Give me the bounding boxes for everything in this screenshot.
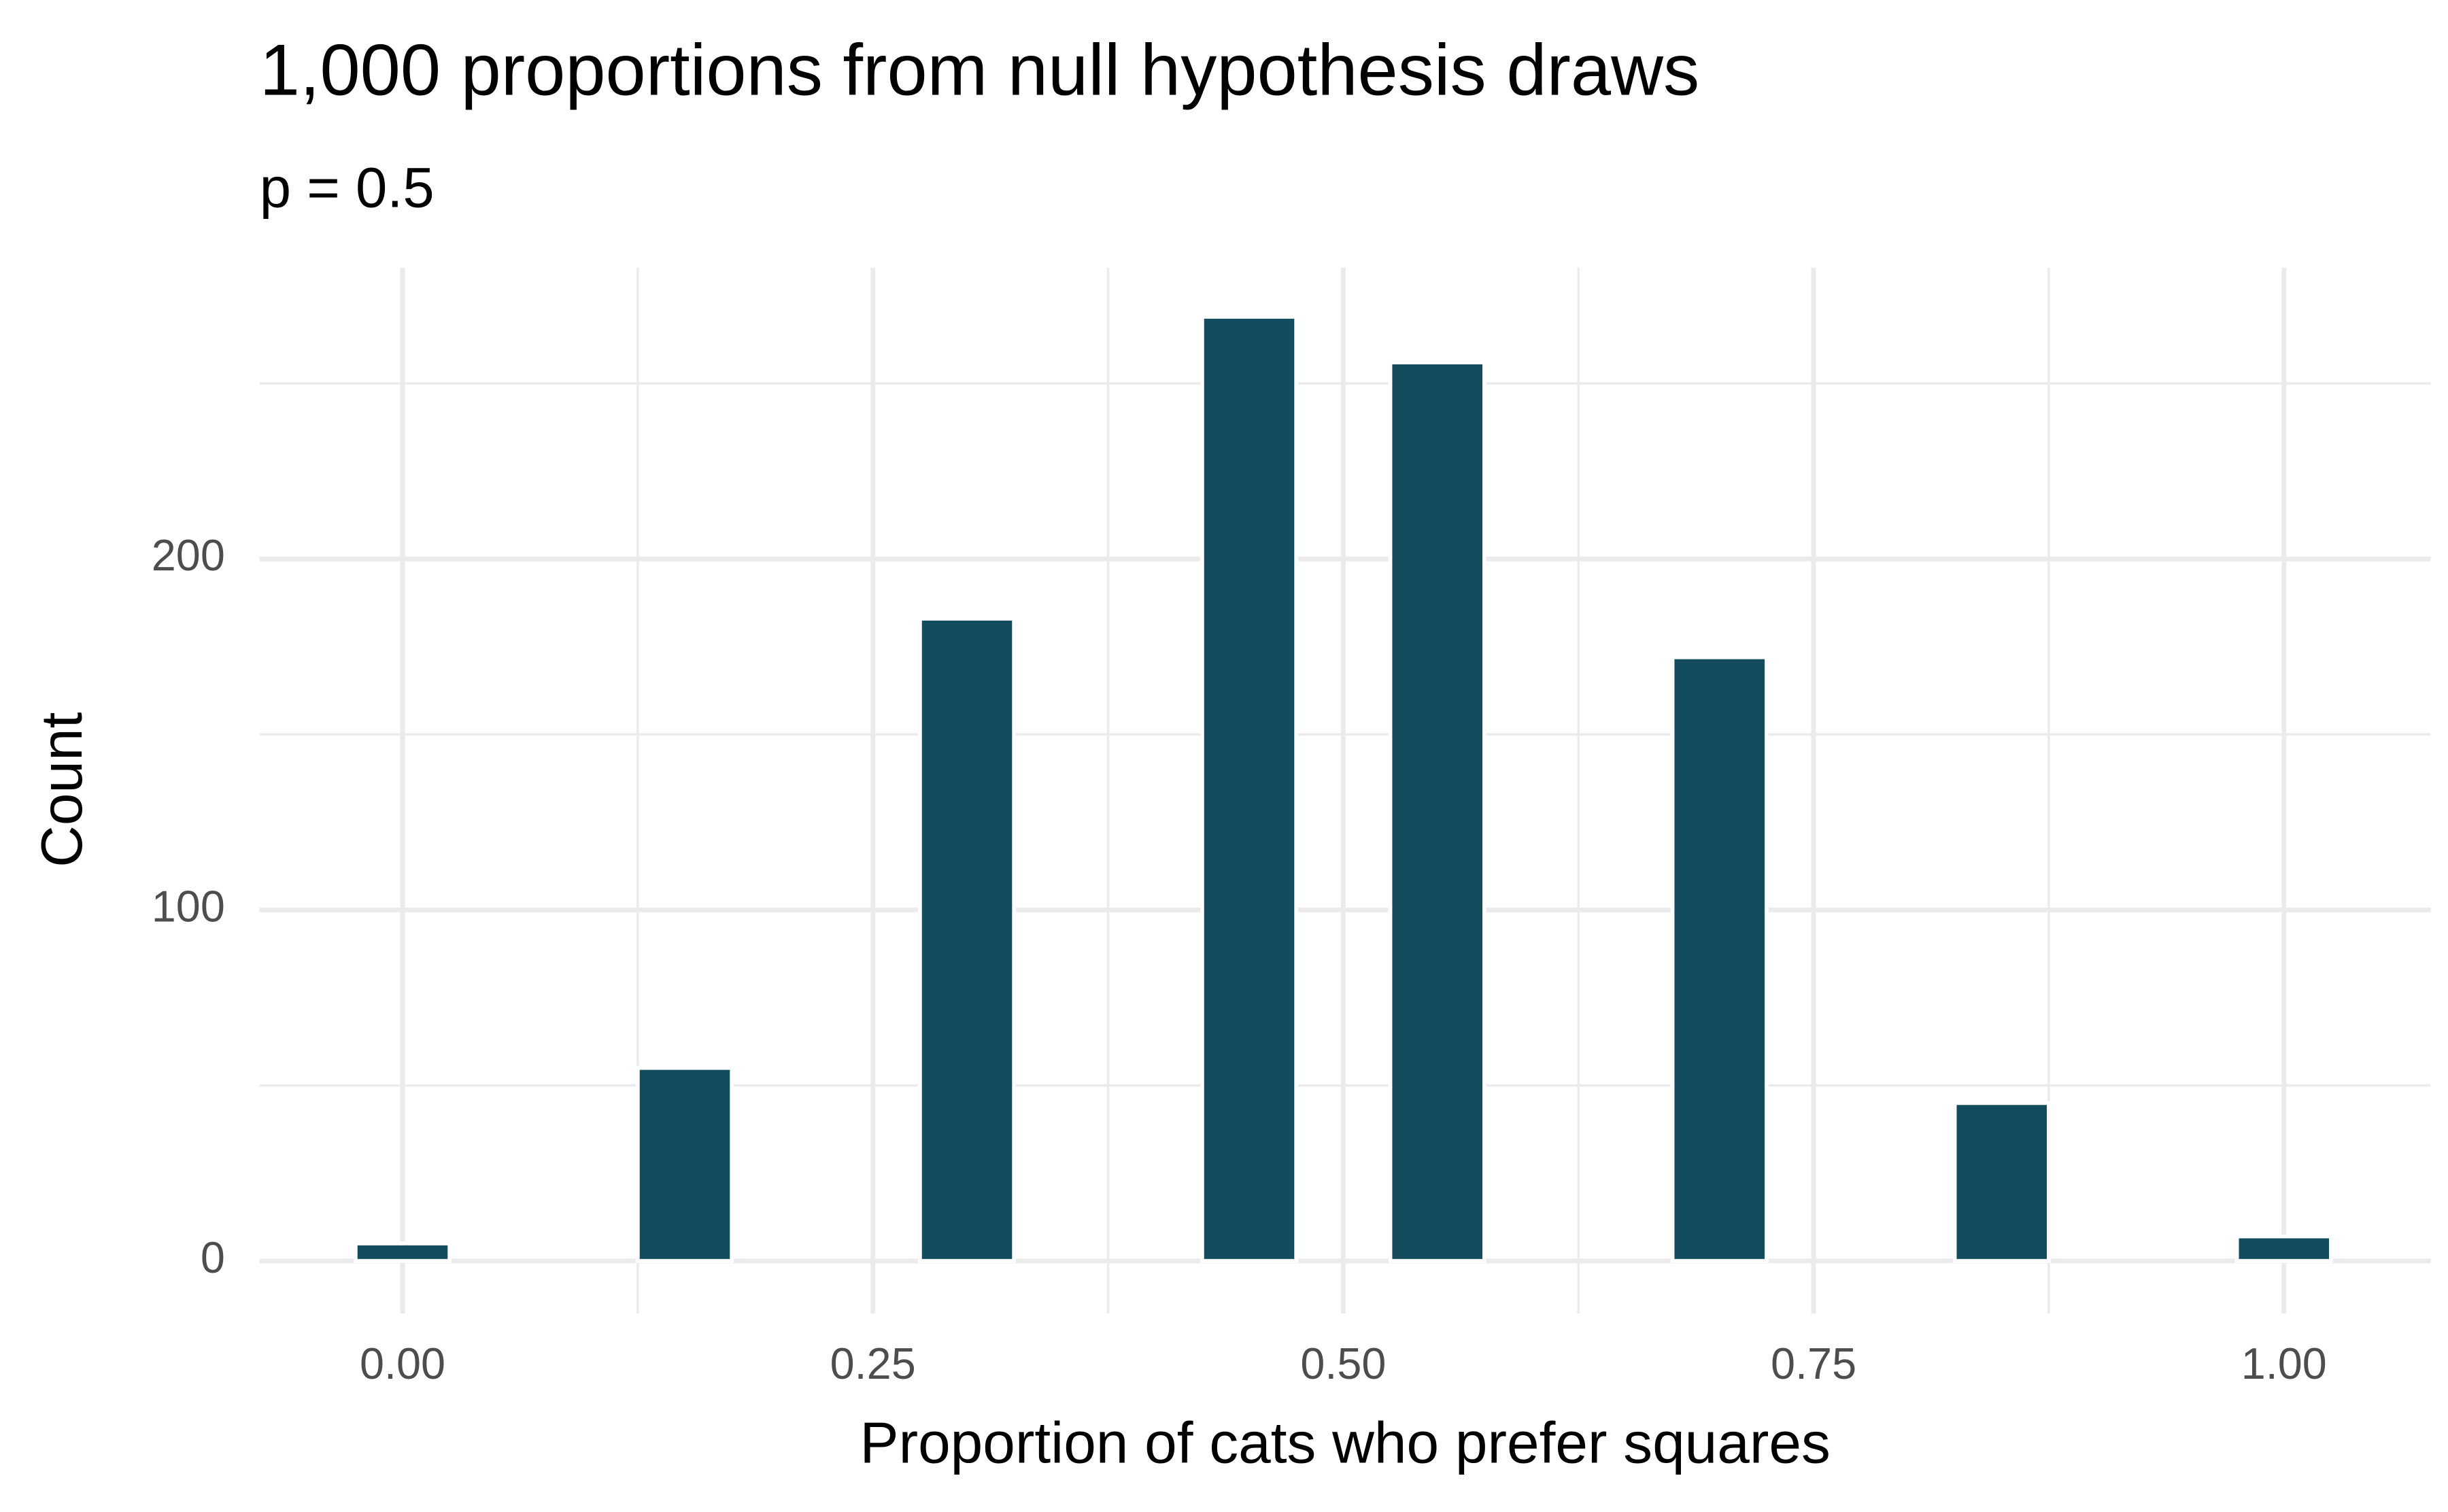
- bar: [2234, 1234, 2333, 1263]
- y-tick-label: 200: [152, 530, 225, 580]
- x-axis-title: Proportion of cats who prefer squares: [860, 1411, 1830, 1475]
- y-tick-label: 0: [201, 1233, 225, 1282]
- bar: [1200, 315, 1299, 1263]
- chart-subtitle: p = 0.5: [260, 156, 435, 220]
- bars: [353, 315, 2333, 1263]
- bar: [917, 617, 1017, 1263]
- chart-title: 1,000 proportions from null hypothesis d…: [260, 29, 1699, 110]
- x-tick-label: 0.75: [1771, 1339, 1856, 1388]
- y-tick-label: 100: [152, 882, 225, 931]
- x-tick-label: 0.25: [830, 1339, 916, 1388]
- bar: [353, 1241, 452, 1263]
- x-tick-label: 1.00: [2241, 1339, 2327, 1388]
- x-tick-label: 0.50: [1300, 1339, 1386, 1388]
- grid: [259, 267, 2431, 1314]
- y-axis-title: Count: [30, 712, 95, 867]
- bar: [1388, 360, 1486, 1263]
- bar: [635, 1065, 734, 1263]
- bar: [1952, 1101, 2051, 1263]
- bar: [1670, 655, 1769, 1263]
- x-tick-label: 0.00: [360, 1339, 445, 1388]
